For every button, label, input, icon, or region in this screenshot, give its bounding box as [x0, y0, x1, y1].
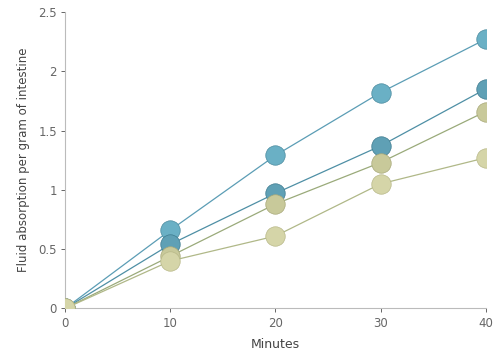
- X-axis label: Minutes: Minutes: [251, 338, 300, 351]
- Y-axis label: Fluid absorption per gram of intestine: Fluid absorption per gram of intestine: [17, 48, 30, 272]
